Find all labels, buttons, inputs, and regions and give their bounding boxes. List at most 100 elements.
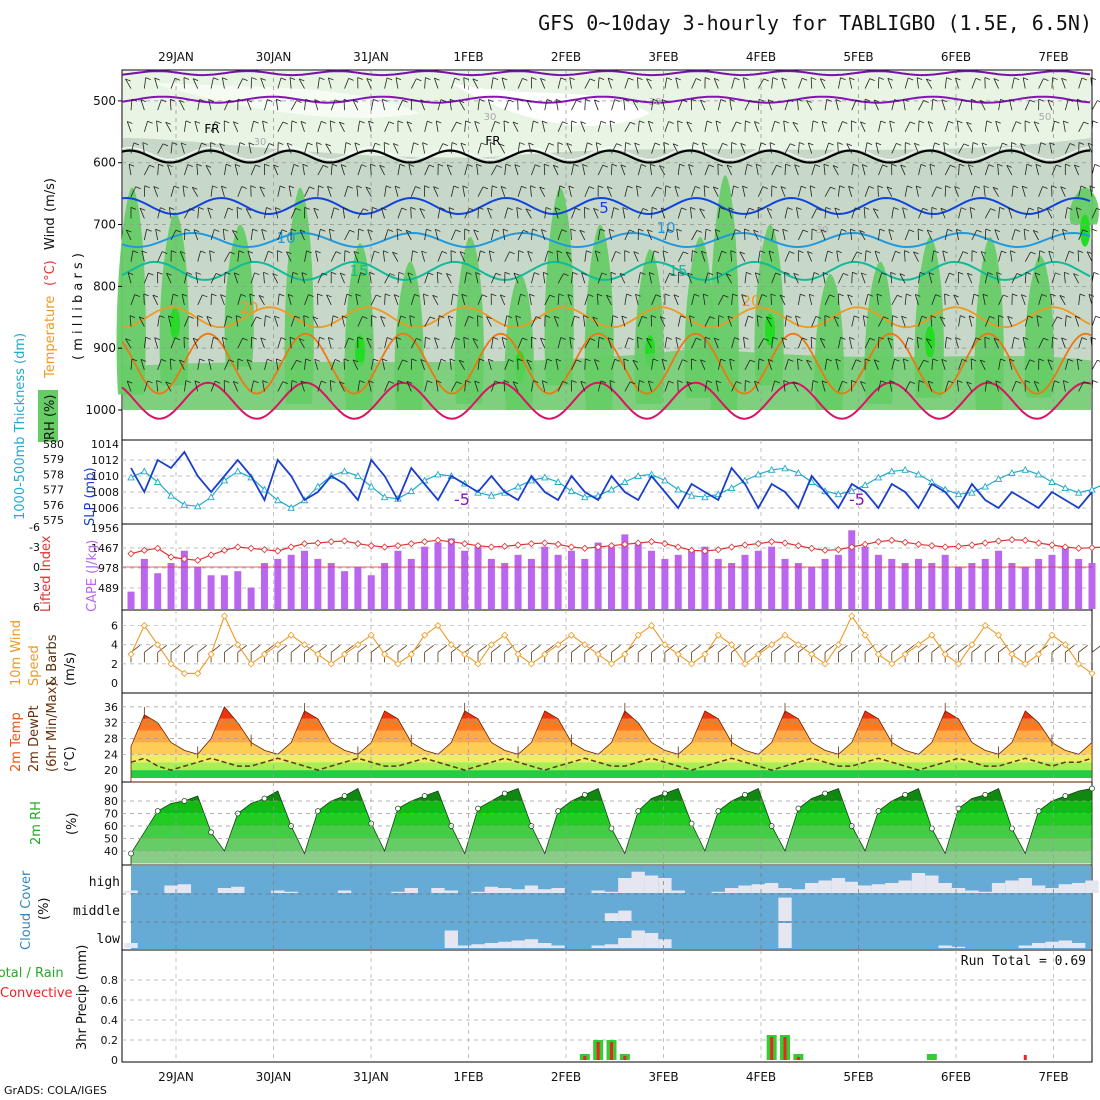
wind-barb-flag — [352, 359, 359, 363]
wind-barb — [434, 229, 439, 241]
wind-barb-flag — [435, 228, 441, 232]
date-label-bottom: 29JAN — [158, 1070, 194, 1084]
wind-barb — [651, 250, 655, 262]
wind-barb — [984, 208, 991, 219]
wind-barb-flag — [701, 250, 707, 254]
wind-barb — [611, 143, 617, 154]
wind-barb-flag — [125, 78, 131, 82]
wind-barb — [632, 360, 639, 371]
wind-barb — [1051, 272, 1056, 284]
wind-barb — [183, 380, 187, 392]
wind-barb-flag — [201, 142, 207, 146]
slp-axis-label: SLP (mb) — [83, 467, 98, 526]
wind-barb-flag — [721, 250, 727, 254]
wind-barb-flag — [1062, 229, 1068, 232]
wind-barb — [819, 338, 826, 349]
wind-barb — [477, 99, 480, 111]
wind-barb-flag — [609, 380, 616, 383]
wind-barb — [368, 380, 372, 392]
wind-barb-flag — [428, 272, 434, 276]
wind-barb-flag — [954, 186, 960, 189]
wind-barb — [224, 99, 230, 111]
wind-barb-flag — [988, 164, 994, 168]
thickness-point — [914, 470, 923, 478]
wind-barb — [944, 380, 949, 392]
wind-barb — [622, 207, 626, 219]
wind-barb — [300, 121, 305, 132]
wind-barb — [674, 186, 679, 197]
wind-barb-flag — [650, 163, 656, 167]
wind-barb — [357, 645, 368, 653]
wind-barb — [580, 381, 586, 392]
wind-barb-flag — [512, 121, 519, 125]
li-point — [127, 550, 135, 558]
wind-barb — [517, 142, 520, 154]
wind-barb-flag — [126, 229, 132, 233]
wind-barb — [154, 337, 159, 349]
wind-barb — [1047, 359, 1053, 370]
wind-barb — [624, 185, 628, 197]
wind-barb — [384, 273, 391, 284]
wind-barb-flag — [181, 142, 187, 146]
wind-barb-flag — [1027, 315, 1034, 319]
wind-barb — [757, 250, 761, 262]
wind-barb-flag — [200, 250, 206, 254]
wind-barb — [1009, 359, 1013, 370]
wind-barb — [126, 121, 132, 132]
wind-barb-flag — [400, 315, 406, 319]
cape-bar — [274, 558, 282, 609]
wind-barb-flag — [1009, 358, 1015, 362]
wind-barb-flag — [850, 228, 856, 232]
wind-barb — [958, 315, 961, 327]
wind-speed-point — [287, 631, 295, 639]
wind-barb — [298, 78, 305, 89]
wind-barb — [1078, 337, 1083, 349]
rh-dry-patch — [450, 82, 650, 126]
wind-barb-flag — [339, 381, 345, 385]
wind-barb — [742, 185, 746, 197]
wind-barb-flag — [639, 120, 645, 124]
wind-barb-flag — [516, 207, 522, 210]
thickness-point — [434, 470, 442, 478]
wind-barb — [315, 250, 319, 262]
wind-barb-flag — [545, 207, 552, 210]
li-point — [1088, 544, 1096, 552]
wind-speed-point — [354, 641, 362, 649]
wind-barb — [781, 337, 786, 349]
wind-barb — [434, 78, 439, 89]
wind-barb-flag — [896, 294, 903, 298]
wind-barb-flag — [647, 229, 653, 233]
wind-barb-flag — [704, 185, 710, 189]
li-point — [140, 546, 148, 554]
wind-barb-flag — [143, 293, 149, 297]
wind-barb-flag — [933, 250, 939, 254]
wind-barb — [544, 358, 548, 370]
wind-barb — [1051, 337, 1053, 349]
wind-barb-flag — [279, 293, 285, 297]
wind-barb-flag — [913, 251, 919, 255]
wind-barb-flag — [592, 316, 598, 320]
wind-barb — [824, 99, 828, 111]
wind-speed-point — [260, 650, 269, 658]
wind-barb-flag — [581, 272, 587, 276]
li-tick-label: 6 — [33, 601, 40, 614]
wind-barb — [152, 294, 159, 306]
wind-barb-flag — [635, 293, 641, 297]
cloud-bar — [1018, 878, 1032, 893]
wind-barb-flag — [1083, 121, 1089, 125]
wind-barb-flag — [953, 294, 959, 298]
wind-barb-flag — [776, 164, 782, 168]
cloud-bar — [431, 888, 445, 893]
wind-barb-flag — [959, 163, 965, 167]
wind-barb — [143, 380, 148, 392]
wind-barb — [647, 229, 652, 241]
wind-barb-flag — [815, 315, 821, 319]
wind-barb — [501, 77, 506, 89]
wind-barb — [878, 272, 883, 284]
wind-barb-flag — [715, 120, 722, 124]
wind-barb-flag — [589, 78, 596, 82]
wind-barb-flag — [788, 99, 794, 103]
wind-barb-flag — [1068, 358, 1074, 362]
wind-barb-flag — [1041, 293, 1047, 297]
wind-barb-flag — [683, 251, 689, 255]
